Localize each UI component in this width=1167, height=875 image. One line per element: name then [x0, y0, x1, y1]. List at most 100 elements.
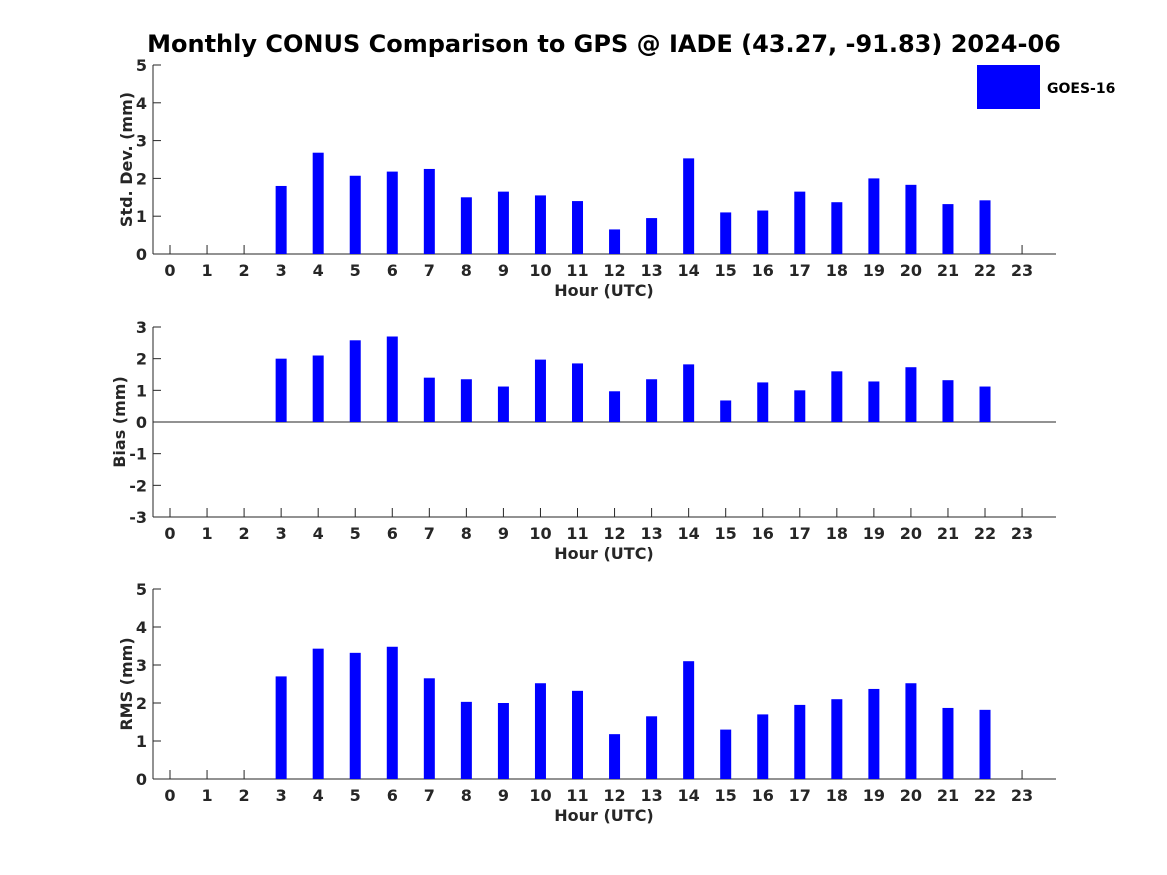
- x-tick-label: 11: [566, 524, 588, 543]
- y-tick-label: 5: [136, 580, 147, 599]
- x-tick-label: 8: [461, 261, 472, 280]
- bar-hour-21: [942, 204, 954, 254]
- x-tick-label: 0: [164, 524, 175, 543]
- x-tick-label: 22: [974, 261, 996, 280]
- bar-hour-8: [460, 701, 472, 779]
- bar-hour-8: [460, 197, 472, 254]
- bar-hour-17: [794, 390, 806, 422]
- bar-hour-15: [720, 729, 732, 779]
- bar-hour-7: [423, 377, 435, 422]
- bar-hour-14: [683, 661, 695, 779]
- y-tick-label: 3: [136, 318, 147, 337]
- bar-hour-14: [683, 364, 695, 422]
- x-tick-label: 13: [640, 786, 662, 805]
- bar-hour-5: [349, 340, 361, 422]
- x-tick-label: 19: [863, 524, 885, 543]
- x-tick-label: 22: [974, 786, 996, 805]
- legend-swatch: [977, 65, 1040, 109]
- y-tick-label: -3: [129, 508, 147, 527]
- x-tick-label: 1: [201, 261, 212, 280]
- y-tick-label: 0: [136, 770, 147, 789]
- bar-hour-8: [460, 379, 472, 422]
- bar-hour-7: [423, 168, 435, 254]
- y-tick-label: 4: [136, 94, 147, 113]
- x-tick-label: 23: [1011, 524, 1033, 543]
- x-tick-label: 11: [566, 786, 588, 805]
- y-tick-label: 4: [136, 618, 147, 637]
- x-tick-label: 16: [752, 786, 774, 805]
- y-tick-label: 1: [136, 207, 147, 226]
- x-tick-label: 23: [1011, 786, 1033, 805]
- bar-hour-18: [831, 371, 843, 422]
- bar-hour-20: [905, 683, 917, 779]
- y-tick-label: 2: [136, 694, 147, 713]
- x-tick-label: 16: [752, 261, 774, 280]
- y-axis-label: Bias (mm): [110, 376, 129, 468]
- x-tick-label: 5: [350, 786, 361, 805]
- bar-hour-21: [942, 380, 954, 422]
- legend-label: GOES-16: [1047, 81, 1115, 97]
- bar-hour-19: [868, 688, 880, 779]
- x-tick-label: 1: [201, 524, 212, 543]
- legend: GOES-16: [977, 65, 1115, 109]
- y-tick-label: 1: [136, 732, 147, 751]
- x-tick-label: 8: [461, 786, 472, 805]
- bar-hour-11: [572, 363, 584, 422]
- x-tick-label: 9: [498, 786, 509, 805]
- bar-hour-5: [349, 175, 361, 254]
- bar-hour-7: [423, 678, 435, 779]
- x-tick-label: 16: [752, 524, 774, 543]
- y-tick-label: 2: [136, 350, 147, 369]
- y-axis-label: Std. Dev. (mm): [117, 92, 136, 227]
- bar-hour-13: [646, 218, 658, 254]
- x-tick-label: 14: [678, 524, 700, 543]
- x-tick-label: 15: [715, 261, 737, 280]
- y-tick-label: 3: [136, 656, 147, 675]
- figure-title: Monthly CONUS Comparison to GPS @ IADE (…: [147, 30, 1061, 58]
- bar-hour-15: [720, 400, 732, 422]
- x-tick-label: 5: [350, 261, 361, 280]
- bar-hour-4: [312, 648, 324, 779]
- x-tick-label: 5: [350, 524, 361, 543]
- bar-hour-18: [831, 202, 843, 254]
- x-tick-label: 14: [678, 261, 700, 280]
- x-tick-label: 20: [900, 261, 922, 280]
- x-tick-label: 14: [678, 786, 700, 805]
- x-tick-label: 10: [529, 524, 551, 543]
- x-tick-label: 3: [276, 261, 287, 280]
- bar-hour-9: [497, 386, 509, 422]
- x-tick-label: 9: [498, 524, 509, 543]
- x-tick-label: 3: [276, 524, 287, 543]
- x-tick-label: 11: [566, 261, 588, 280]
- y-tick-label: 1: [136, 381, 147, 400]
- x-tick-label: 0: [164, 261, 175, 280]
- x-tick-label: 20: [900, 786, 922, 805]
- x-tick-label: 17: [789, 786, 811, 805]
- bar-hour-22: [979, 709, 991, 779]
- bar-hour-3: [275, 676, 287, 779]
- bar-hour-13: [646, 379, 658, 422]
- y-tick-label: -1: [129, 445, 147, 464]
- bar-hour-20: [905, 184, 917, 254]
- x-tick-label: 15: [715, 786, 737, 805]
- x-tick-label: 4: [313, 261, 324, 280]
- bar-hour-6: [386, 171, 398, 254]
- bar-hour-3: [275, 358, 287, 422]
- bar-hour-22: [979, 386, 991, 422]
- x-tick-label: 12: [603, 786, 625, 805]
- x-tick-label: 6: [387, 261, 398, 280]
- x-tick-label: 20: [900, 524, 922, 543]
- x-tick-label: 7: [424, 261, 435, 280]
- y-tick-label: 3: [136, 132, 147, 151]
- bar-hour-13: [646, 716, 658, 779]
- x-tick-label: 4: [313, 524, 324, 543]
- x-tick-label: 18: [826, 524, 848, 543]
- bar-hour-14: [683, 158, 695, 254]
- x-tick-label: 7: [424, 786, 435, 805]
- x-tick-label: 6: [387, 786, 398, 805]
- x-tick-label: 15: [715, 524, 737, 543]
- y-tick-label: -2: [129, 476, 147, 495]
